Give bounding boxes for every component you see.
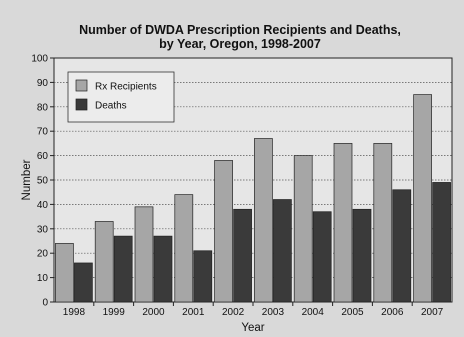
x-tick-label-2005: 2005 (341, 307, 364, 318)
x-tick-label-2004: 2004 (302, 307, 325, 318)
y-tick-label-40: 40 (37, 200, 49, 211)
legend-label-rx-recipients: Rx Recipients (95, 82, 157, 93)
bar-rx-recipients-1998 (55, 243, 74, 303)
y-tick-label-80: 80 (37, 102, 49, 113)
bar-rx-recipients-2002 (214, 160, 233, 303)
bar-rx-recipients-2005 (333, 143, 353, 303)
x-tick-label-2002: 2002 (222, 307, 245, 318)
y-tick-label-60: 60 (37, 151, 49, 162)
bar-deaths-2005 (352, 208, 372, 303)
chart-subtitle: by Year, Oregon, 1998-2007 (159, 37, 321, 51)
x-tick-label-2006: 2006 (381, 307, 404, 318)
bar-deaths-2006 (392, 189, 412, 303)
bar-deaths-2001 (193, 250, 213, 303)
bar-deaths-2007 (432, 182, 451, 303)
y-axis-ticks: 0 10 20 30 40 50 60 70 80 90 100 (31, 54, 54, 309)
y-tick-label-20: 20 (37, 249, 49, 260)
bar-rx-recipients-2006 (373, 143, 393, 303)
bar-deaths-2004 (312, 211, 332, 303)
bar-deaths-2000 (153, 235, 173, 303)
x-axis-title: Year (241, 322, 264, 334)
y-tick-label-10: 10 (37, 273, 49, 284)
bar-rx-recipients-2003 (254, 138, 273, 303)
y-tick-label-30: 30 (37, 224, 49, 235)
bar-deaths-1999 (113, 235, 133, 303)
bar-deaths-2003 (273, 199, 292, 303)
legend-label-deaths: Deaths (95, 101, 127, 112)
y-axis-title: Number (21, 159, 33, 200)
y-tick-label-90: 90 (37, 78, 49, 89)
x-tick-label-2000: 2000 (142, 307, 165, 318)
bar-deaths-2002 (233, 208, 252, 303)
bar-rx-recipients-1999 (94, 221, 114, 303)
legend-swatch-rx-recipients (75, 79, 88, 92)
chart-title: Number of DWDA Prescription Recipients a… (79, 23, 401, 37)
x-tick-label-2001: 2001 (182, 307, 205, 318)
bar-rx-recipients-2007 (413, 94, 432, 303)
bar-rx-recipients-2004 (293, 155, 313, 303)
bar-rx-recipients-2001 (174, 194, 194, 303)
x-tick-label-2003: 2003 (262, 307, 285, 318)
x-tick-label-1998: 1998 (63, 307, 86, 318)
y-tick-label-100: 100 (31, 54, 48, 65)
y-tick-label-70: 70 (37, 127, 49, 138)
y-tick-label-50: 50 (37, 176, 49, 187)
y-tick-label-0: 0 (42, 298, 48, 309)
legend: Rx Recipients Deaths (67, 71, 175, 123)
bar-deaths-1998 (74, 262, 93, 303)
x-tick-label-2007: 2007 (421, 307, 444, 318)
legend-swatch-deaths (75, 98, 88, 111)
x-tick-label-1999: 1999 (103, 307, 126, 318)
x-axis-ticks: 1998 1999 2000 2001 2002 2003 2004 2005 2006 2007 (63, 302, 444, 318)
bar-rx-recipients-2000 (134, 206, 154, 303)
legend-box (67, 71, 175, 123)
bars (55, 94, 451, 303)
